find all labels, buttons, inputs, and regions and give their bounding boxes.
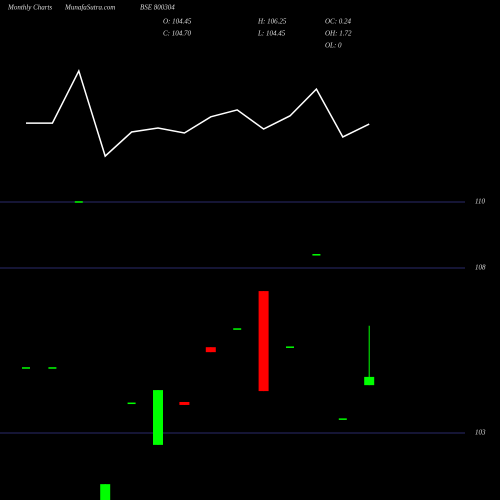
symbol: BSE 800304 (140, 4, 175, 12)
candle-body (312, 254, 321, 256)
chart-subtitle: MunafaSutra.com (64, 4, 115, 12)
candle-body (286, 346, 294, 348)
candle-body (48, 367, 57, 369)
stat: OC: 0.24 (325, 18, 352, 26)
y-tick-label: 110 (475, 198, 485, 206)
stat: OL: 0 (325, 42, 342, 50)
candle-body (100, 484, 111, 500)
overlay-line (26, 68, 370, 158)
stat: H: 106.25 (257, 18, 287, 26)
chart-title: Monthly Charts (7, 4, 52, 12)
candle-body (74, 201, 83, 203)
candle-body (153, 390, 163, 445)
candle-body (233, 328, 242, 330)
candle-body (364, 376, 375, 386)
stat: L: 104.45 (257, 30, 286, 38)
y-tick-label: 103 (475, 429, 486, 437)
candle-body (127, 402, 136, 405)
candle-body (258, 291, 269, 392)
stat: OH: 1.72 (325, 30, 352, 38)
candle-body (179, 401, 190, 405)
candle-body (338, 418, 347, 420)
y-tick-label: 108 (475, 264, 486, 272)
stat: C: 104.70 (163, 30, 192, 38)
candle-body (22, 367, 30, 369)
stat: O: 104.45 (163, 18, 192, 26)
candle-body (205, 347, 216, 353)
